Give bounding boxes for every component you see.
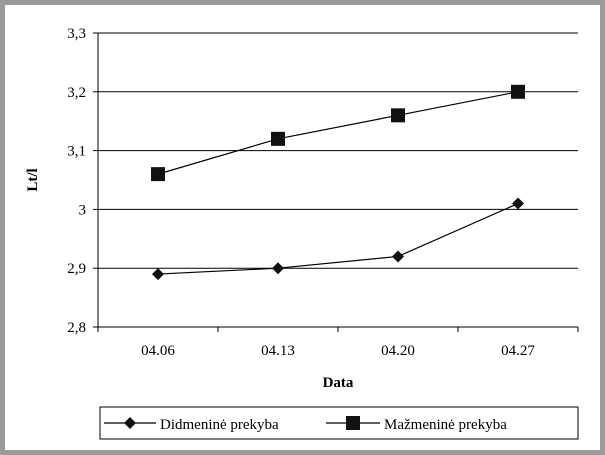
x-tick-labels: 04.06 04.13 04.20 04.27 [141,343,535,359]
data-point-square [511,84,525,99]
x-tick-label: 04.20 [381,343,415,359]
y-axis-label: Lt/l [25,168,41,191]
x-axis-label: Data [323,375,354,391]
data-point-diamond [272,262,284,275]
data-point-diamond [512,197,524,210]
data-point-diamond [392,250,404,263]
y-tick-label: 2,8 [67,320,86,336]
y-tick-label: 3,1 [67,144,86,160]
y-tick-label: 3,2 [67,85,86,101]
y-tick-labels: 2,8 2,9 3 3,1 3,2 3,3 [67,26,86,336]
legend-square-icon [346,416,360,430]
y-tick-label: 3,3 [67,26,86,42]
legend-label-mazmenine: Mažmeninė prekyba [384,417,507,433]
series-line-0 [157,202,519,275]
axes [93,32,579,332]
data-point-square [271,131,285,146]
legend-diamond-icon [124,417,136,429]
legend: Didmeninė prekyba Mažmeninė prekyba [99,406,579,440]
y-tick-label: 3 [79,202,87,218]
data-point-square [391,108,405,123]
x-tick-label: 04.13 [261,343,295,359]
data-point-diamond [152,268,164,281]
legend-label-didmenine: Didmeninė prekyba [160,417,279,433]
data-point-square [151,167,165,182]
x-tick-label: 04.27 [501,343,535,359]
x-tick-label: 04.06 [141,343,175,359]
series-line-1 [157,91,519,175]
series-group [151,84,525,281]
gridlines [98,32,578,269]
y-tick-label: 2,9 [67,261,86,277]
